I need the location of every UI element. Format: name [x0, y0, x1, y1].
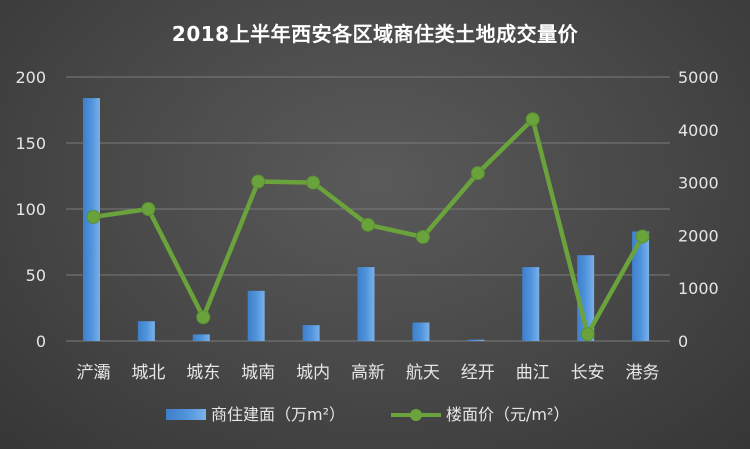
bar [522, 267, 540, 341]
x-tick-label: 经开 [461, 363, 495, 383]
legend-label: 商住建面（万m²） [211, 405, 345, 424]
line-point [141, 202, 156, 216]
y-right-tick-label: 3000 [678, 174, 719, 193]
bar [137, 321, 155, 341]
bar [302, 325, 320, 341]
x-tick-label: 城内 [296, 363, 330, 383]
y-left-tick-label: 50 [26, 266, 46, 285]
y-left-tick-label: 100 [15, 200, 46, 219]
x-tick-label: 城北 [131, 363, 165, 383]
line-point [415, 229, 430, 244]
bar [467, 339, 485, 341]
x-tick-label: 高新 [351, 363, 385, 383]
line-point [525, 112, 540, 127]
line-point [86, 209, 101, 224]
line-point [470, 166, 485, 181]
x-tick-label: 港务 [626, 363, 660, 383]
line-point [635, 229, 650, 244]
bar [192, 334, 210, 341]
y-right-tick-label: 0 [678, 332, 688, 351]
line-point [580, 327, 595, 342]
legend-label: 楼面价（元/m²） [446, 405, 569, 424]
y-right-tick-label: 1000 [678, 279, 719, 298]
legend-line-marker [410, 409, 422, 421]
y-right-tick-label: 2000 [678, 226, 719, 245]
line-point [361, 217, 375, 232]
y-right-tick-label: 5000 [678, 68, 719, 87]
bar [247, 290, 265, 341]
legend-bar-swatch [166, 409, 206, 420]
line-point [251, 174, 266, 189]
y-right-tick-label: 4000 [678, 121, 719, 140]
bar [412, 322, 430, 341]
bar [577, 255, 595, 341]
chart-title: 2018上半年西安各区域商住类土地成交量价 [171, 22, 579, 46]
y-left-tick-label: 150 [15, 134, 46, 153]
x-tick-label: 曲江 [516, 363, 550, 383]
x-tick-label: 城南 [241, 363, 275, 383]
y-left-tick-label: 200 [15, 68, 46, 87]
y-left-tick-label: 0 [36, 332, 46, 351]
x-tick-label: 航天 [406, 363, 440, 383]
bar [632, 231, 650, 341]
bar [357, 267, 375, 341]
x-tick-label: 浐灞 [76, 363, 110, 383]
line-point [306, 175, 321, 190]
x-tick-label: 长安 [571, 363, 605, 383]
x-tick-label: 城东 [186, 363, 220, 383]
line-point [196, 310, 211, 325]
